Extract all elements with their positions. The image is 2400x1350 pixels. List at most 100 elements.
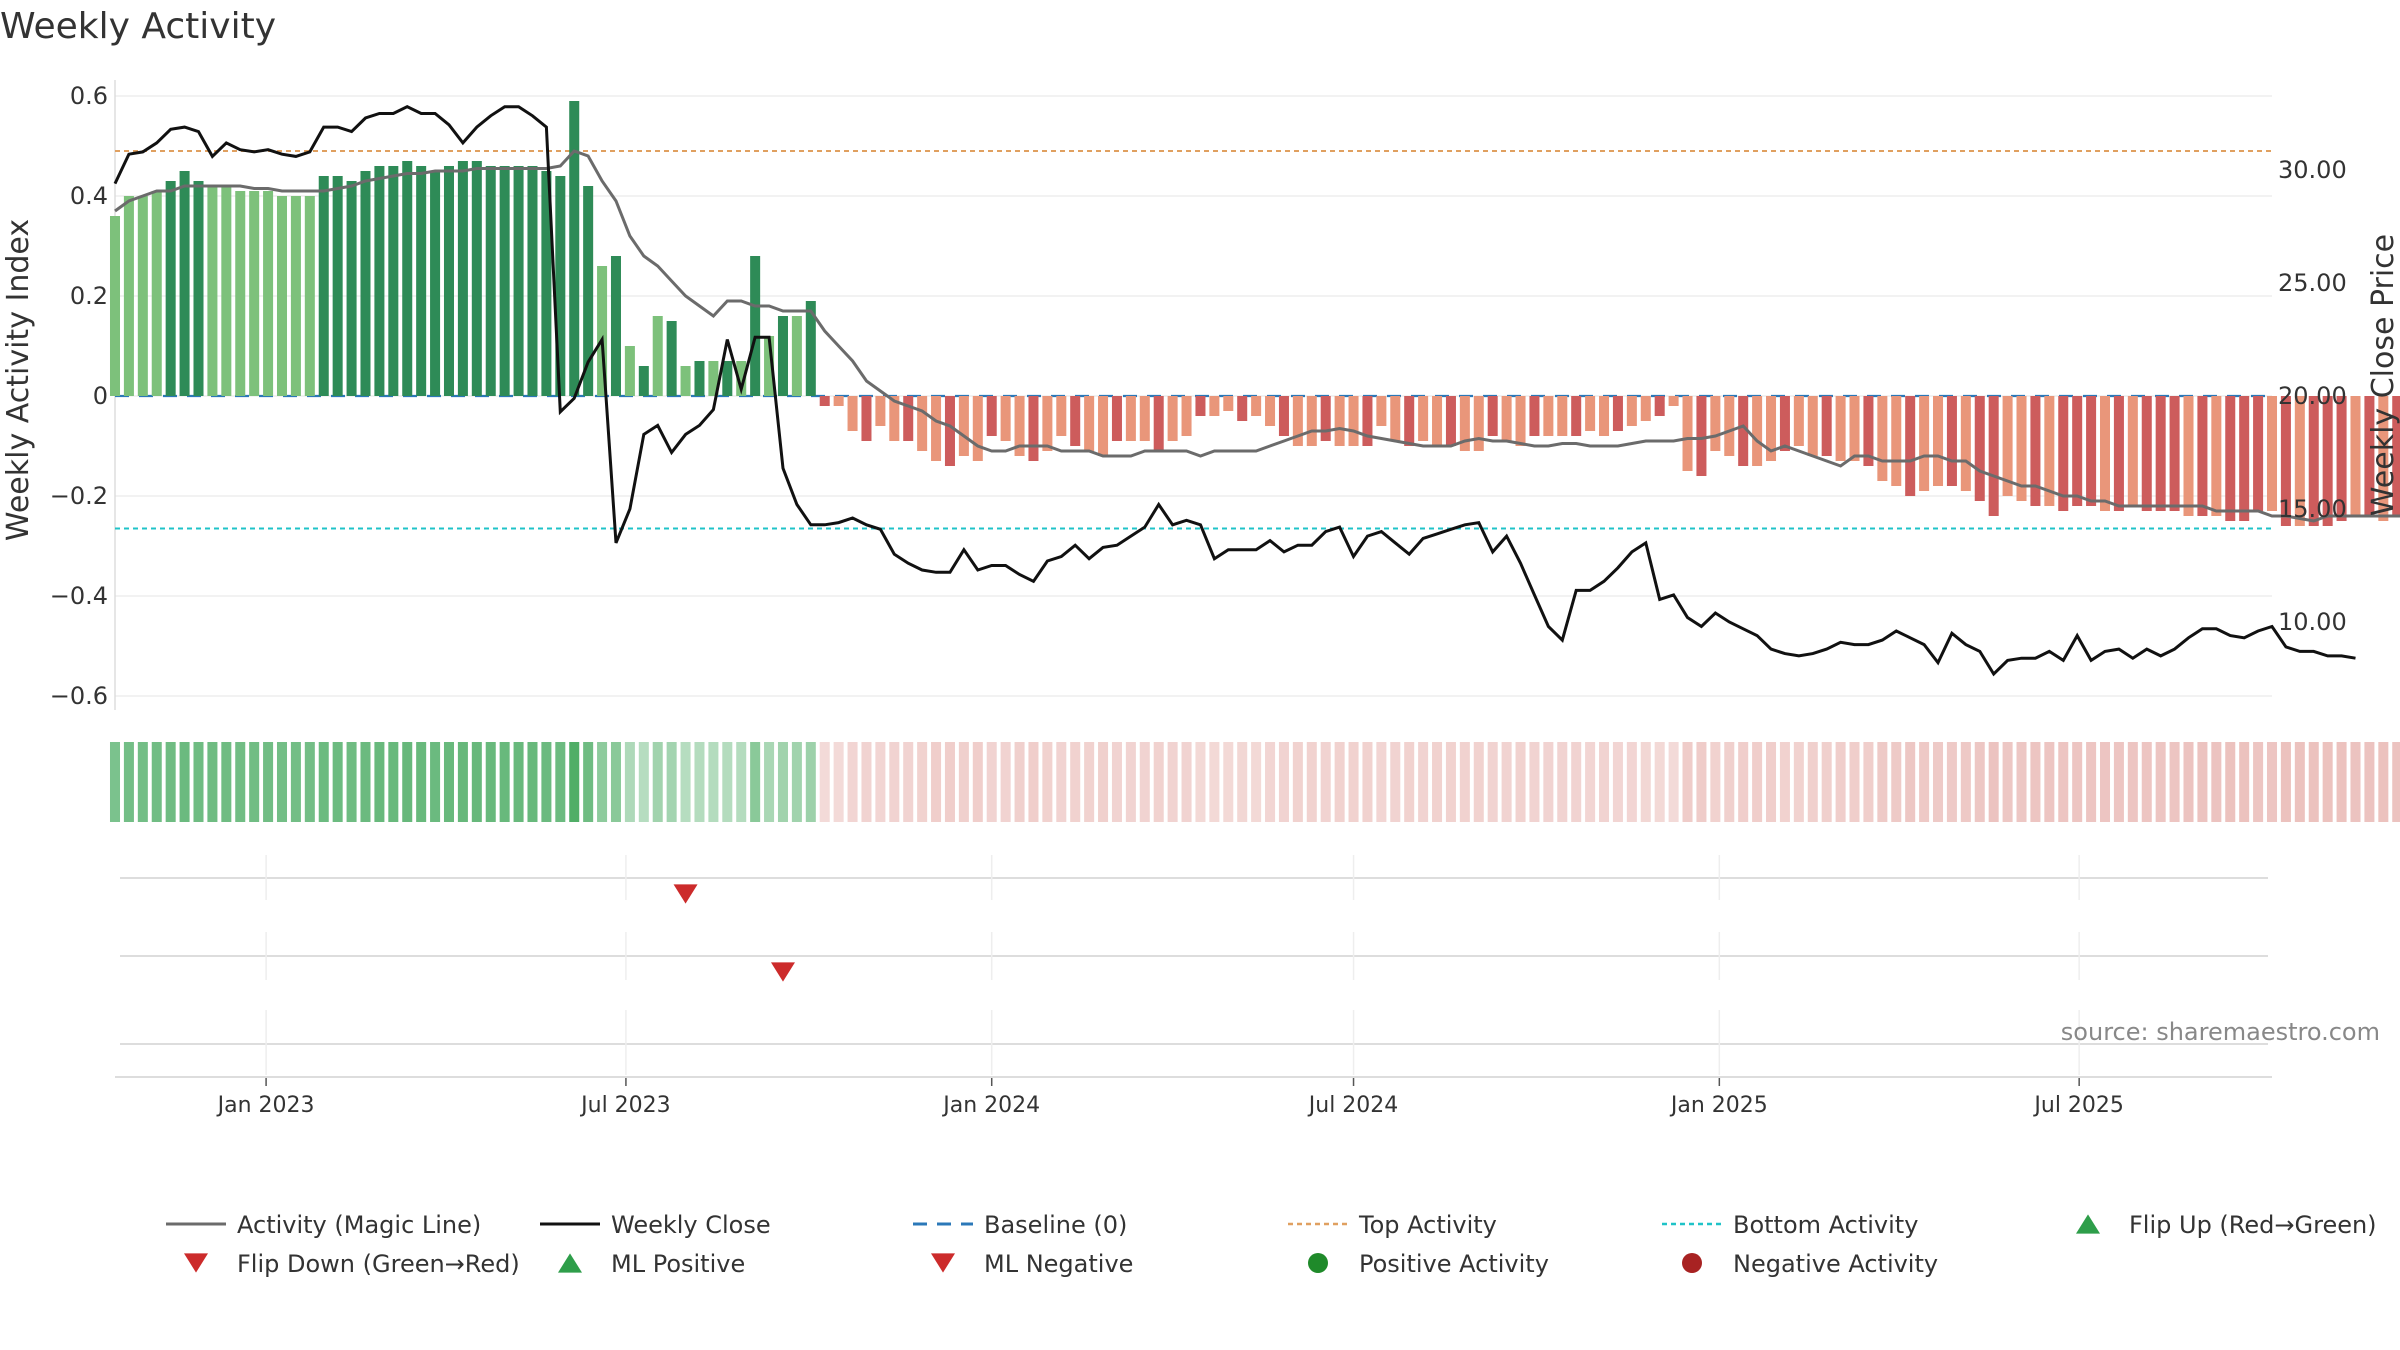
- heat-strip-cell: [1265, 742, 1276, 822]
- activity-bar: [2127, 396, 2138, 506]
- activity-bar: [555, 176, 566, 396]
- activity-bar: [1668, 396, 1679, 406]
- heat-strip-cell: [1640, 742, 1651, 822]
- activity-bar: [1807, 396, 1818, 456]
- activity-bar: [610, 256, 621, 396]
- heat-strip-cell: [360, 742, 371, 822]
- heat-strip-cell: [583, 742, 594, 822]
- activity-bar: [1946, 396, 1957, 486]
- y-tick-label: 0: [93, 382, 108, 410]
- activity-bar: [2183, 396, 2194, 516]
- source-note: source: sharemaestro.com: [2061, 1018, 2380, 1046]
- activity-bar: [1209, 396, 1220, 416]
- activity-bar: [1292, 396, 1303, 446]
- activity-bar: [1334, 396, 1345, 446]
- heat-strip-cell: [1473, 742, 1484, 822]
- heat-strip-cell: [1919, 742, 1930, 822]
- legend-item: ML Positive: [558, 1250, 745, 1278]
- heat-strip-cell: [1529, 742, 1540, 822]
- activity-bar: [1919, 396, 1930, 491]
- activity-bar: [1863, 396, 1874, 466]
- heat-strip-cell: [1404, 742, 1415, 822]
- heat-strip-cell: [610, 742, 621, 822]
- heat-strip-cell: [1668, 742, 1679, 822]
- activity-bar: [1612, 396, 1623, 431]
- heat-strip-cell: [374, 742, 385, 822]
- heat-strip-cell: [1599, 742, 1610, 822]
- y-tick-label: −0.4: [50, 582, 108, 610]
- activity-bar: [819, 396, 830, 406]
- heat-strip-cell: [207, 742, 218, 822]
- activity-bar: [2211, 396, 2222, 516]
- activity-bar: [1933, 396, 1944, 486]
- heat-strip-cell: [1988, 742, 1999, 822]
- activity-bar: [1821, 396, 1832, 456]
- heat-strip-cell: [2058, 742, 2069, 822]
- legend: Activity (Magic Line) Weekly Close Baselin…: [166, 1211, 2377, 1278]
- heat-strip-cell: [1571, 742, 1582, 822]
- heat-strip-cell: [1946, 742, 1957, 822]
- heat-strip-cell: [1139, 742, 1150, 822]
- heat-strip-cell: [2183, 742, 2194, 822]
- legend-item: Flip Up (Red→Green): [2076, 1211, 2377, 1239]
- y-tick-label: −0.6: [50, 682, 108, 710]
- activity-bars: [109, 101, 2400, 526]
- event-panels: [120, 855, 2268, 1075]
- chart-title: Weekly Activity: [0, 6, 276, 47]
- heat-strip-cell: [1181, 742, 1192, 822]
- heat-strip-cell: [2350, 742, 2361, 822]
- activity-bar: [2308, 396, 2319, 526]
- activity-bar: [958, 396, 969, 456]
- activity-bar: [165, 181, 176, 396]
- legend-item: Bottom Activity: [1662, 1211, 1918, 1239]
- activity-bar: [263, 191, 274, 396]
- heat-strip-cell: [1752, 742, 1763, 822]
- y-tick-label: 0.2: [70, 282, 108, 310]
- activity-bar: [1028, 396, 1039, 461]
- activity-bar: [513, 166, 524, 396]
- activity-bar: [1265, 396, 1276, 426]
- heat-strip-cell: [2253, 742, 2264, 822]
- y2-tick-label: 10.00: [2278, 608, 2347, 636]
- heat-strip-cell: [2378, 742, 2389, 822]
- heat-strip-cell: [1974, 742, 1985, 822]
- heat-strip-cell: [833, 742, 844, 822]
- activity-bar: [638, 366, 649, 396]
- heat-strip-cell: [2016, 742, 2027, 822]
- heat-strip-cell: [165, 742, 176, 822]
- heat-strip-cell: [304, 742, 315, 822]
- heat-strip-cell: [485, 742, 496, 822]
- legend-item: Activity (Magic Line): [166, 1211, 481, 1239]
- heat-strip-cell: [805, 742, 816, 822]
- y2-axis-label: Weekly Close Price: [2366, 234, 2400, 516]
- activity-heat-strip: [109, 742, 2400, 822]
- activity-bar: [1014, 396, 1025, 456]
- activity-bar: [2113, 396, 2124, 511]
- heat-strip-cell: [1334, 742, 1345, 822]
- heat-strip-cell: [1891, 742, 1902, 822]
- activity-bar: [1278, 396, 1289, 436]
- heat-strip-cell: [2086, 742, 2097, 822]
- heat-strip-cell: [1445, 742, 1456, 822]
- heat-strip-cell: [764, 742, 775, 822]
- activity-bar: [1084, 396, 1095, 451]
- activity-bar: [1654, 396, 1665, 416]
- heat-strip-cell: [1432, 742, 1443, 822]
- legend-swatch: [1682, 1253, 1702, 1273]
- y2-tick-label: 30.00: [2278, 156, 2347, 184]
- heat-strip-cell: [1056, 742, 1067, 822]
- heat-strip-cell: [123, 742, 134, 822]
- activity-bar: [471, 161, 482, 396]
- activity-bar: [276, 196, 288, 396]
- x-tick-label: Jan 2023: [216, 1093, 315, 1118]
- legend-swatch: [184, 1253, 208, 1273]
- heat-strip-cell: [290, 742, 301, 822]
- activity-bar: [402, 161, 413, 396]
- heat-strip-cell: [666, 742, 677, 822]
- activity-bar: [1640, 396, 1651, 421]
- activity-bar: [569, 101, 580, 396]
- activity-bar: [1738, 396, 1749, 466]
- activity-bar: [346, 181, 357, 396]
- y-axis-label: Weekly Activity Index: [1, 219, 36, 541]
- legend-label: Top Activity: [1358, 1211, 1497, 1239]
